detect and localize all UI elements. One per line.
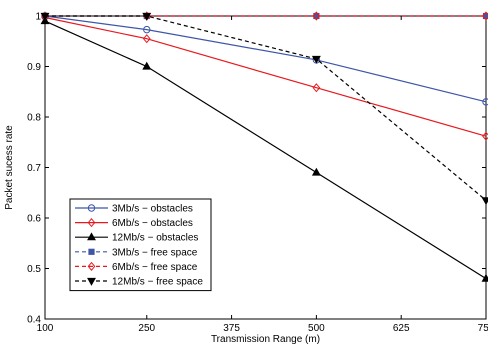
data-point [311,167,321,176]
legend-entry: 12Mb/s − free space [75,277,203,288]
y-tick-label: 0.4 [27,315,41,326]
x-tick-label: 250 [138,323,155,334]
y-tick-label: 1 [35,12,41,23]
legend-label: 3Mb/s − free space [112,247,198,258]
series-line [44,15,487,103]
series-line [44,16,487,137]
legend-entry: 12Mb/s − obstacles [75,232,198,244]
legend-entry: 6Mb/s − obstacles [75,218,193,229]
data-point [40,12,50,21]
data-point [311,55,321,64]
y-tick-label: 0.8 [27,113,41,124]
data-point [142,12,152,21]
legend-label: 12Mb/s − free space [112,277,203,288]
legend-box [69,198,212,292]
x-axis-label: Transmission Range (m) [211,334,320,345]
series-line [44,20,487,280]
y-axis-label: Packet sucess rate [4,125,15,210]
y-tick-label: 0.7 [27,163,41,174]
series-layer [40,11,488,282]
data-point [143,25,151,34]
data-point [87,261,96,271]
data-point [312,11,321,21]
data-point [482,98,488,106]
data-point [87,232,96,241]
x-tick-label: 375 [223,323,240,334]
data-point [482,11,488,21]
data-point [482,131,488,141]
series-6 [40,12,488,206]
x-tick-label: 500 [308,323,325,334]
legend-entry: 3Mb/s − obstacles [75,204,193,215]
data-point [87,204,96,212]
y-tick-label: 0.6 [27,214,41,225]
legend-label: 3Mb/s − obstacles [112,204,193,215]
legend-label: 12Mb/s − obstacles [112,233,198,244]
data-point [88,248,95,255]
x-tick-label: 625 [393,323,410,334]
data-point [87,277,96,286]
legend-entry: 3Mb/s − free space [75,247,198,258]
legend-label: 6Mb/s − obstacles [112,218,193,229]
data-point [87,218,96,228]
legend: 3Mb/s − obstacles 6Mb/s − obstacles 12Mb/s… [69,198,212,292]
data-point [312,83,321,93]
legend-label: 6Mb/s − free space [112,262,198,273]
series-line [45,15,487,201]
x-tick-label: 750 [478,323,488,334]
x-tick-label: 100 [37,323,54,334]
data-point [142,34,151,44]
y-tick-label: 0.5 [27,264,41,275]
legend-entry: 6Mb/s − free space [75,261,198,273]
data-point [142,61,152,70]
y-tick-label: 0.9 [27,62,41,73]
